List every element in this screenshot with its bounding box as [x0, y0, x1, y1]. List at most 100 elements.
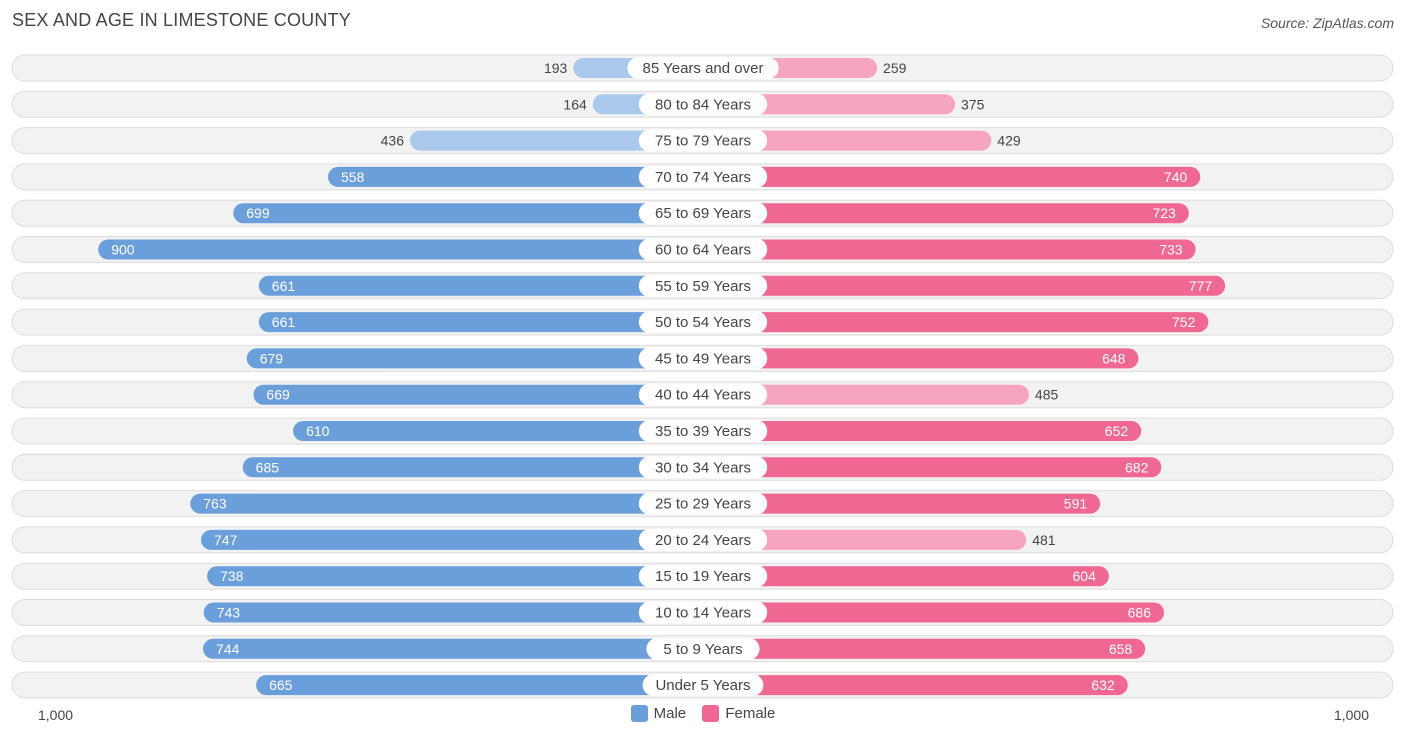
bar-male[interactable]	[233, 203, 703, 224]
value-label-male: 669	[266, 387, 290, 403]
category-pill	[638, 456, 768, 479]
bar-female[interactable]	[703, 203, 1189, 224]
category-pill	[646, 637, 760, 660]
bar-male[interactable]	[242, 457, 703, 478]
row-35-to-39-years: 610 652 35 to 39 Years	[11, 417, 1394, 445]
category-pill	[638, 565, 768, 588]
bar-male[interactable]	[246, 348, 703, 369]
bar-female[interactable]	[703, 130, 992, 151]
row-45-to-49-years: 679 648 45 to 49 Years	[11, 344, 1394, 372]
row-10-to-14-years: 743 686 10 to 14 Years	[11, 599, 1394, 626]
chart-source: Source: ZipAtlas.com	[1260, 15, 1394, 31]
bar-male[interactable]	[253, 384, 703, 405]
value-label-female: 481	[1032, 532, 1056, 548]
row-75-to-79-years: 436 429 75 to 79 Years	[11, 127, 1394, 155]
category-label: 5 to 9 Years	[663, 641, 742, 658]
value-label-male: 661	[272, 314, 296, 330]
bar-male[interactable]	[410, 130, 703, 151]
value-label-female: 740	[1164, 169, 1188, 185]
bar-female[interactable]	[703, 348, 1139, 369]
category-label: 40 to 44 Years	[655, 387, 751, 404]
category-label: 50 to 54 Years	[655, 314, 751, 331]
chart-legend: Male Female	[0, 705, 1406, 726]
category-pill	[638, 311, 768, 334]
value-label-female: 632	[1091, 677, 1115, 693]
value-label-female: 658	[1109, 641, 1133, 657]
category-label: 35 to 39 Years	[655, 423, 751, 440]
category-pill	[638, 165, 768, 188]
value-label-male: 685	[256, 459, 280, 475]
legend-swatch-male	[630, 705, 648, 722]
value-label-male: 747	[214, 532, 238, 548]
category-label: 70 to 74 Years	[655, 169, 751, 186]
category-label: 30 to 34 Years	[655, 459, 751, 476]
category-pill	[638, 202, 768, 225]
bar-male[interactable]	[98, 239, 703, 260]
bar-male[interactable]	[207, 566, 703, 587]
bar-male[interactable]	[258, 312, 703, 333]
value-label-male: 610	[306, 423, 330, 439]
row-85-years-and-over: 193 259 85 Years and over	[11, 54, 1394, 82]
value-label-male: 558	[341, 169, 365, 185]
legend-label-male: Male	[653, 705, 687, 722]
row-65-to-69-years: 699 723 65 to 69 Years	[11, 199, 1394, 227]
bar-female[interactable]	[703, 602, 1164, 623]
bar-female[interactable]	[703, 94, 955, 115]
bar-female[interactable]	[703, 275, 1226, 296]
category-pill	[638, 420, 768, 442]
category-label: 80 to 84 Years	[655, 96, 751, 113]
row-80-to-84-years: 164 375 80 to 84 Years	[11, 90, 1394, 118]
row-under-5-years: 665 632 Under 5 Years	[11, 671, 1394, 699]
value-label-male: 900	[111, 242, 135, 258]
bar-male[interactable]	[293, 421, 703, 441]
value-label-female: 648	[1102, 350, 1126, 366]
value-label-female: 752	[1172, 314, 1196, 330]
value-label-female: 682	[1125, 459, 1149, 475]
row-15-to-19-years: 738 604 15 to 19 Years	[11, 562, 1394, 590]
bar-male[interactable]	[201, 529, 704, 550]
row-50-to-54-years: 661 752 50 to 54 Years	[11, 308, 1394, 336]
bar-female[interactable]	[703, 239, 1196, 260]
value-label-male: 738	[220, 568, 244, 584]
value-label-male: 193	[544, 60, 568, 76]
bar-female[interactable]	[703, 638, 1146, 659]
category-pill	[638, 383, 768, 406]
category-label: 45 to 49 Years	[655, 350, 751, 367]
bar-female[interactable]	[703, 457, 1162, 478]
category-pill	[638, 347, 768, 370]
category-label: 10 to 14 Years	[655, 605, 751, 622]
bar-female[interactable]	[703, 493, 1101, 514]
bar-female[interactable]	[703, 421, 1142, 441]
category-pill	[627, 57, 779, 79]
value-label-male: 665	[269, 677, 293, 693]
bar-male[interactable]	[258, 275, 703, 296]
category-pill	[642, 674, 764, 697]
category-label: 85 Years and over	[643, 60, 764, 77]
category-pill	[638, 601, 768, 624]
legend-swatch-female	[702, 705, 720, 722]
bar-female[interactable]	[703, 384, 1029, 405]
value-label-female: 652	[1105, 423, 1129, 439]
legend-item-male[interactable]: Male	[630, 705, 687, 722]
bar-male[interactable]	[203, 638, 704, 659]
bar-female[interactable]	[703, 312, 1209, 333]
row-70-to-74-years: 558 740 70 to 74 Years	[11, 163, 1394, 191]
bar-female[interactable]	[703, 529, 1027, 550]
row-25-to-29-years: 763 591 25 to 29 Years	[11, 490, 1394, 518]
legend-item-female[interactable]: Female	[702, 705, 775, 722]
value-label-male: 661	[272, 278, 296, 294]
category-pill	[638, 274, 768, 297]
bar-male[interactable]	[328, 166, 703, 187]
bar-female[interactable]	[703, 566, 1109, 587]
bar-female[interactable]	[703, 675, 1128, 696]
value-label-male: 763	[203, 496, 227, 512]
bar-female[interactable]	[703, 166, 1201, 187]
bar-male[interactable]	[256, 675, 703, 696]
value-label-female: 375	[961, 96, 985, 112]
bar-male[interactable]	[203, 602, 704, 623]
bar-male[interactable]	[190, 493, 703, 514]
legend-label-female: Female	[725, 705, 776, 722]
value-label-female: 259	[883, 60, 907, 76]
value-label-female: 777	[1189, 278, 1213, 294]
